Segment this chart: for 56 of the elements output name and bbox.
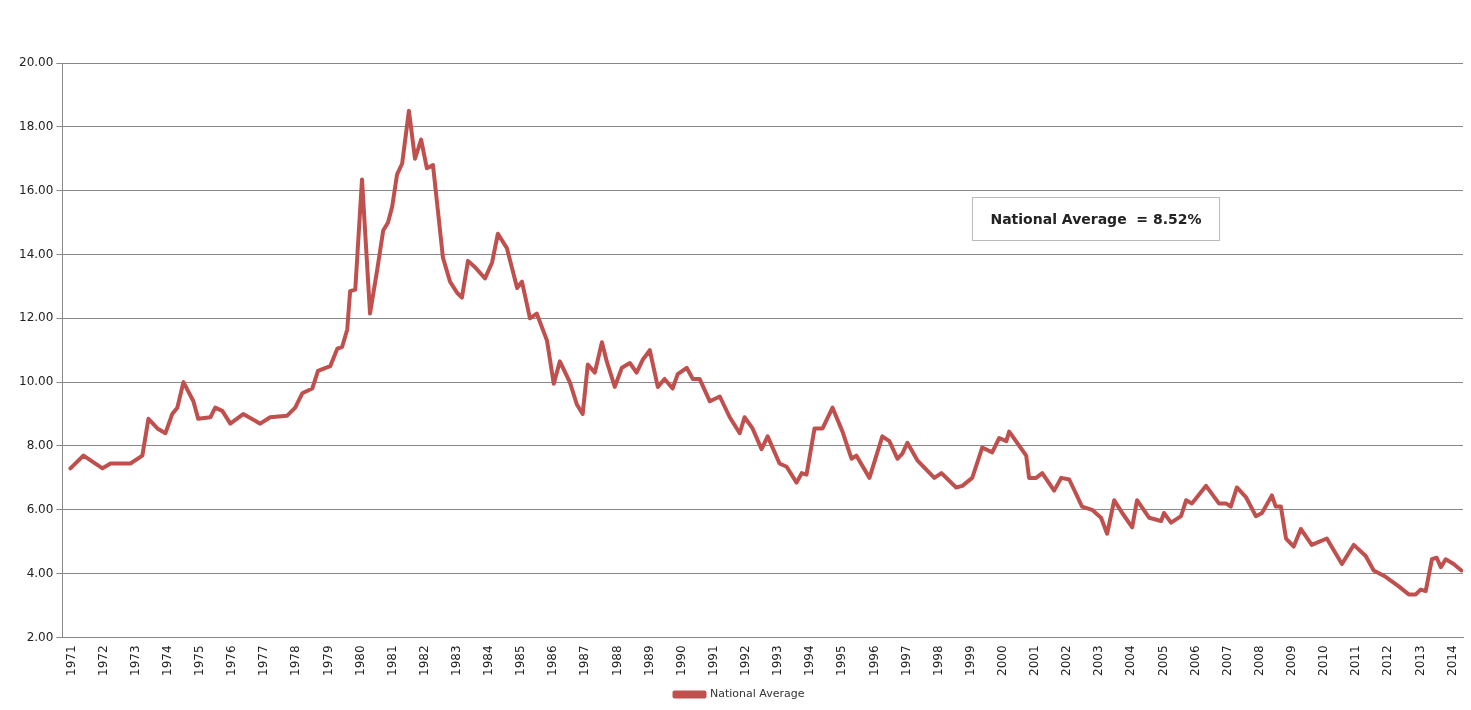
x-tick-label: 2006 — [1187, 645, 1202, 677]
y-tick-label: 2.00 — [26, 629, 54, 644]
x-tick-label: 1979 — [320, 645, 335, 677]
x-tick-label: 1981 — [384, 645, 399, 677]
x-tick-label: 1988 — [609, 645, 624, 677]
x-tick-label: 2011 — [1348, 645, 1363, 677]
x-tick-label: 2013 — [1412, 645, 1427, 677]
x-tick-label: 2012 — [1380, 645, 1395, 677]
x-tick-label: 2000 — [995, 645, 1010, 677]
y-tick-label: 6.00 — [26, 501, 54, 516]
x-tick-label: 1980 — [352, 645, 367, 677]
legend-label: National Average — [710, 687, 805, 701]
x-tick-label: 1984 — [481, 645, 496, 677]
x-tick-label: 1989 — [641, 645, 656, 677]
x-tick-label: 2004 — [1123, 645, 1138, 677]
x-tick-label: 1986 — [545, 645, 560, 677]
y-tick-label: 8.00 — [26, 438, 54, 453]
x-tick-label: 2002 — [1059, 645, 1074, 677]
x-tick-label: 2008 — [1251, 645, 1266, 677]
x-tick-label: 1990 — [673, 645, 688, 677]
y-tick-label: 10.00 — [18, 374, 54, 389]
x-tick-label: 2003 — [1091, 645, 1106, 677]
x-tick-label: 1977 — [256, 645, 271, 677]
x-tick-label: 2010 — [1316, 645, 1331, 677]
x-tick-label: 2009 — [1284, 645, 1299, 677]
annotation: National Average = 8.52% — [972, 197, 1220, 241]
y-tick-label: 16.00 — [18, 182, 54, 197]
y-tick-label: 4.00 — [26, 565, 54, 580]
x-tick-label: 1971 — [63, 645, 78, 677]
x-tick-label: 1991 — [705, 645, 720, 677]
x-tick-label: 1975 — [192, 645, 207, 677]
y-tick-label: 20.00 — [18, 55, 54, 70]
x-tick-label: 1978 — [288, 645, 303, 677]
x-tick-label: 1974 — [159, 645, 174, 677]
x-tick-label: 1985 — [513, 645, 528, 677]
x-tick-label: 2014 — [1444, 645, 1459, 677]
x-tick-label: 1982 — [416, 645, 431, 677]
x-tick-label: 1976 — [224, 645, 239, 677]
x-tick-label: 1994 — [802, 645, 817, 677]
x-tick-label: 1999 — [962, 645, 977, 677]
x-tick-label: 1973 — [127, 645, 142, 677]
x-tick-label: 2001 — [1027, 645, 1042, 677]
y-tick-label: 12.00 — [18, 310, 54, 325]
y-tick-label: 14.00 — [18, 246, 54, 261]
y-tick-label: 18.00 — [18, 118, 54, 133]
x-tick-label: 1995 — [834, 645, 849, 677]
x-tick-label: 1983 — [449, 645, 464, 677]
x-tick-label: 1997 — [898, 645, 913, 677]
x-tick-label: 1992 — [738, 645, 753, 677]
x-tick-label: 2007 — [1219, 645, 1234, 677]
x-tick-label: 1998 — [930, 645, 945, 677]
x-tick-label: 1993 — [770, 645, 785, 677]
x-tick-label: 1996 — [866, 645, 881, 677]
x-tick-label: 2005 — [1155, 645, 1170, 677]
x-tick-label: 1987 — [577, 645, 592, 677]
x-tick-label: 1972 — [95, 645, 110, 677]
